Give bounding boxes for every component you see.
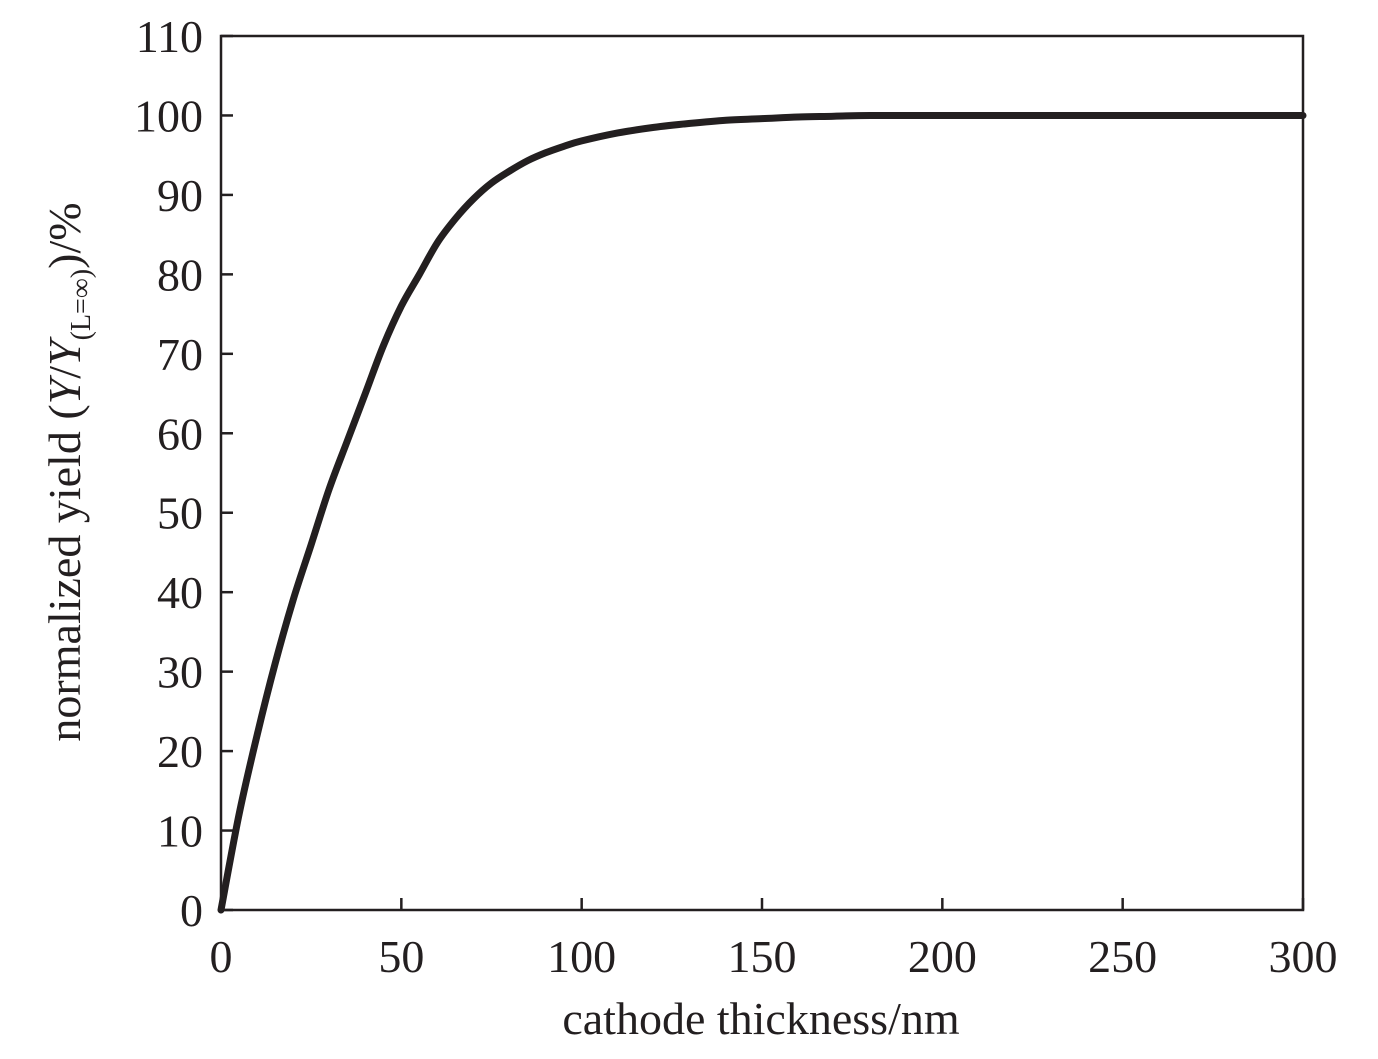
y-tick-label-20: 20: [157, 726, 203, 777]
y-tick-label-30: 30: [157, 647, 203, 698]
y-tick-label-80: 80: [157, 249, 203, 300]
tick-marks: [219, 34, 1305, 912]
y-tick-label-50: 50: [157, 488, 203, 539]
y-tick-label-0: 0: [180, 885, 203, 936]
x-tick-label-250: 250: [1088, 931, 1157, 982]
x-tick-label-300: 300: [1269, 931, 1338, 982]
y-tick-label-100: 100: [134, 90, 203, 141]
y-axis-label-prefix: normalized yield (: [39, 404, 90, 741]
y-axis-label-y1: Y: [39, 374, 90, 404]
plot-frame: [219, 34, 1305, 912]
y-tick-label-60: 60: [157, 408, 203, 459]
y-tick-label-110: 110: [136, 11, 203, 62]
y-axis-label-suffix: )/%: [39, 202, 90, 268]
y-tick-label-90: 90: [157, 170, 203, 221]
series-line-yield: [217, 111, 1307, 914]
y-tick-label-10: 10: [157, 806, 203, 857]
y-tick-label-70: 70: [157, 329, 203, 380]
x-axis-label: cathode thickness/nm: [562, 993, 960, 1044]
tick-labels: 0 50 100 150 200 250 300 0 10 20 30 40 50 60 70 80 90 100…: [134, 11, 1338, 982]
x-tick-label-150: 150: [728, 931, 797, 982]
x-tick-label-50: 50: [378, 931, 424, 982]
y-axis-label: normalized yield (Y/Y(L=∞))/%: [39, 202, 97, 741]
x-tick-label-100: 100: [547, 931, 616, 982]
x-tick-label-0: 0: [210, 931, 233, 982]
x-tick-label-200: 200: [908, 931, 977, 982]
y-axis-label-y2: Y: [39, 336, 90, 366]
y-axis-label-slash: /: [39, 366, 90, 379]
y-axis-label-subscript: (L=∞): [66, 269, 97, 341]
y-tick-label-40: 40: [157, 567, 203, 618]
